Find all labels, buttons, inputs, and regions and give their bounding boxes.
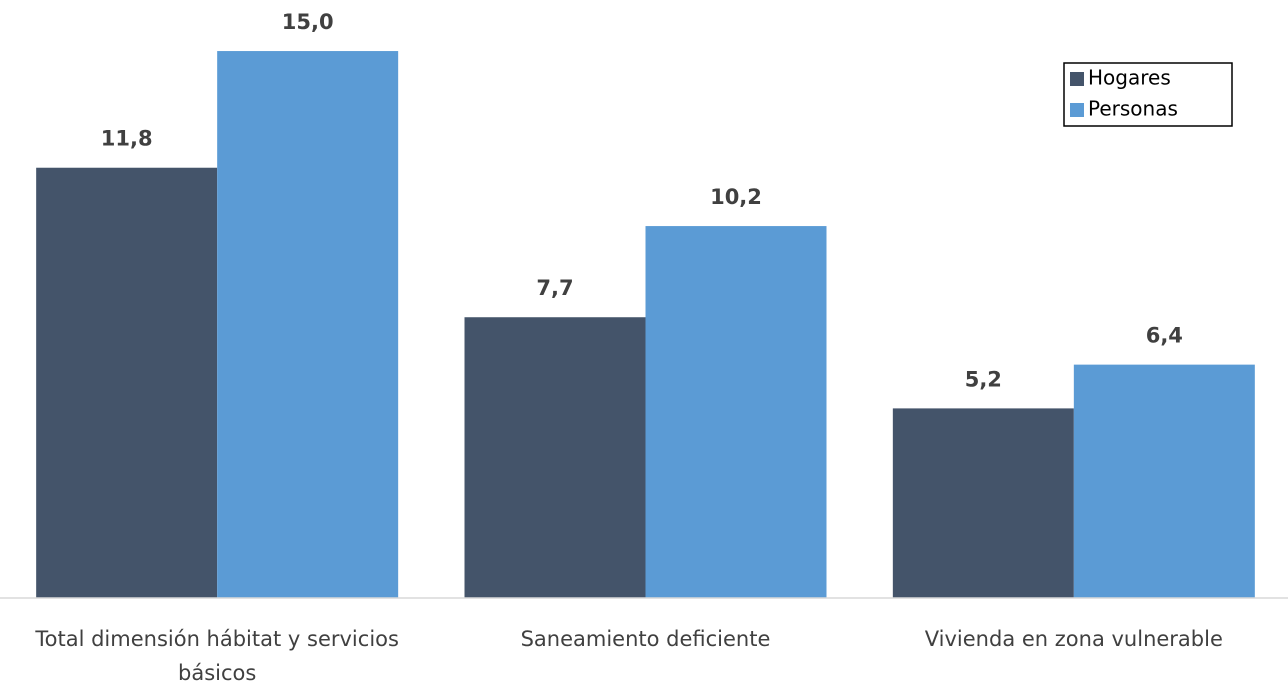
x-tick-label: Saneamiento deficiente bbox=[520, 627, 771, 651]
legend-label: Hogares bbox=[1088, 66, 1171, 90]
legend-swatch bbox=[1070, 72, 1084, 86]
legend-swatch bbox=[1070, 103, 1084, 117]
legend-label: Personas bbox=[1088, 97, 1178, 121]
bar bbox=[1073, 364, 1255, 598]
bar bbox=[464, 317, 646, 598]
bar bbox=[645, 226, 827, 598]
bar bbox=[36, 167, 218, 599]
data-label: 11,8 bbox=[101, 127, 153, 151]
bar bbox=[892, 408, 1074, 598]
bar bbox=[217, 51, 399, 599]
data-label: 15,0 bbox=[282, 10, 334, 34]
data-label: 10,2 bbox=[710, 185, 762, 209]
data-label: 5,2 bbox=[965, 367, 1002, 391]
data-label: 6,4 bbox=[1146, 324, 1183, 348]
legend-box bbox=[1063, 62, 1233, 127]
data-label: 7,7 bbox=[536, 276, 573, 300]
x-tick-label: Vivienda en zona vulnerable bbox=[924, 627, 1223, 651]
x-tick-label: Total dimensión hábitat y servicios bási… bbox=[35, 627, 399, 685]
